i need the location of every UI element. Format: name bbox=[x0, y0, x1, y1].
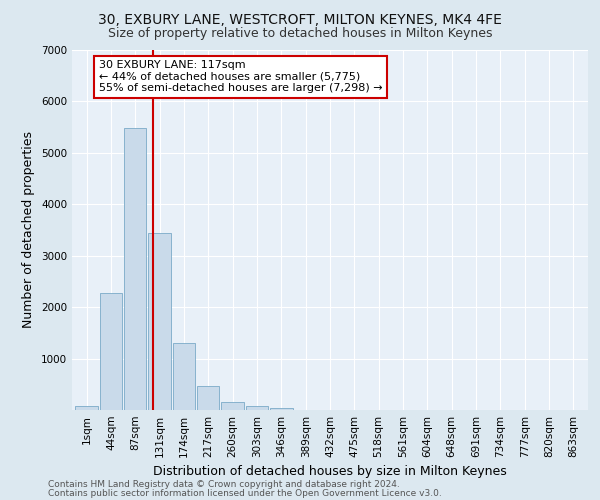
Bar bbox=[197, 386, 220, 410]
Text: 30, EXBURY LANE, WESTCROFT, MILTON KEYNES, MK4 4FE: 30, EXBURY LANE, WESTCROFT, MILTON KEYNE… bbox=[98, 12, 502, 26]
Bar bbox=[100, 292, 122, 410]
Text: Size of property relative to detached houses in Milton Keynes: Size of property relative to detached ho… bbox=[108, 28, 492, 40]
Bar bbox=[148, 232, 171, 410]
Bar bbox=[173, 342, 195, 410]
Bar bbox=[124, 128, 146, 410]
X-axis label: Distribution of detached houses by size in Milton Keynes: Distribution of detached houses by size … bbox=[153, 466, 507, 478]
Text: 30 EXBURY LANE: 117sqm
← 44% of detached houses are smaller (5,775)
55% of semi-: 30 EXBURY LANE: 117sqm ← 44% of detached… bbox=[99, 60, 382, 94]
Text: Contains public sector information licensed under the Open Government Licence v3: Contains public sector information licen… bbox=[48, 488, 442, 498]
Bar bbox=[246, 406, 268, 410]
Bar bbox=[221, 402, 244, 410]
Bar bbox=[270, 408, 293, 410]
Bar bbox=[76, 406, 98, 410]
Text: Contains HM Land Registry data © Crown copyright and database right 2024.: Contains HM Land Registry data © Crown c… bbox=[48, 480, 400, 489]
Y-axis label: Number of detached properties: Number of detached properties bbox=[22, 132, 35, 328]
